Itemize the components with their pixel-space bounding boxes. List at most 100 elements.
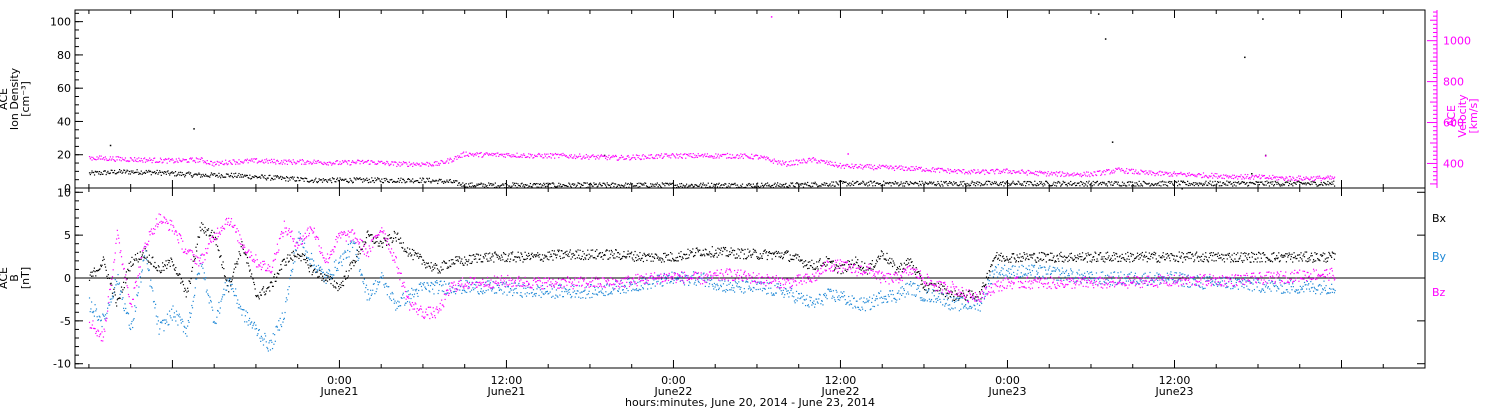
velocity-point — [760, 155, 761, 156]
ion-density-point — [922, 183, 923, 184]
b-bx-point — [843, 272, 844, 273]
ion-density-point — [513, 184, 514, 185]
velocity-point — [562, 155, 563, 156]
ion-density-point — [1155, 183, 1156, 184]
b-bx-point — [223, 268, 224, 269]
b-bx-point — [278, 274, 279, 275]
ion-density-point — [780, 183, 781, 184]
ion-density-point — [1174, 185, 1175, 186]
velocity-point — [690, 153, 691, 154]
b-bx-point — [559, 250, 560, 251]
b-bx-point — [715, 253, 716, 254]
b-bx-point — [1085, 253, 1086, 254]
ion-density-point — [739, 187, 740, 188]
ion-density-point — [774, 184, 775, 185]
velocity-point — [224, 163, 225, 164]
velocity-point — [1316, 176, 1317, 177]
b-bx-point — [1038, 260, 1039, 261]
ion-density-point — [106, 174, 107, 175]
b-bx-point — [1260, 253, 1261, 254]
velocity-outlier — [771, 16, 773, 18]
b-bx-point — [241, 246, 242, 247]
velocity-point — [537, 154, 538, 155]
ion-density-point — [111, 170, 112, 171]
velocity-point — [346, 162, 347, 163]
ion-density-point — [1057, 182, 1058, 183]
b-bx-point — [332, 285, 333, 286]
b-bx-point — [676, 260, 677, 261]
ion-density-point — [293, 178, 294, 179]
ion-density-point — [545, 186, 546, 187]
b-bx-point — [382, 247, 383, 248]
ion-density-point — [101, 172, 102, 173]
velocity-point — [1104, 170, 1105, 171]
b-bx-point — [1126, 261, 1127, 262]
ion-density-point — [107, 171, 108, 172]
velocity-point — [836, 165, 837, 166]
ion-density-point — [502, 183, 503, 184]
ion-density-point — [167, 170, 168, 171]
b-bx-point — [218, 250, 219, 251]
velocity-point — [889, 167, 890, 168]
velocity-point — [743, 158, 744, 159]
ion-density-point — [961, 184, 962, 185]
b-bx-point — [849, 261, 850, 262]
b-bx-point — [642, 255, 643, 256]
ion-density-point — [511, 186, 512, 187]
velocity-point — [847, 164, 848, 165]
b-bx-point — [435, 263, 436, 264]
ion-density-point — [477, 185, 478, 186]
b-bx-point — [1278, 252, 1279, 253]
velocity-point — [420, 165, 421, 166]
ion-density-point — [1007, 181, 1008, 182]
b-bx-point — [785, 251, 786, 252]
velocity-point — [674, 156, 675, 157]
ion-density-point — [347, 181, 348, 182]
b-bx-point — [907, 258, 908, 259]
velocity-point — [911, 166, 912, 167]
velocity-point — [483, 155, 484, 156]
velocity-point — [274, 162, 275, 163]
velocity-point — [741, 156, 742, 157]
b-bx-point — [607, 250, 608, 251]
b-bx-point — [1060, 252, 1061, 253]
ion-density-point — [1097, 181, 1098, 182]
b-bx-point — [395, 237, 396, 238]
ion-density-point — [327, 182, 328, 183]
ion-density-point — [1230, 181, 1231, 182]
ion-density-point — [719, 187, 720, 188]
velocity-point — [810, 159, 811, 160]
b-bx-point — [204, 227, 205, 228]
ion-density-point — [931, 182, 932, 183]
velocity-point — [749, 157, 750, 158]
ion-density-point — [470, 183, 471, 184]
ion-density-point — [266, 179, 267, 180]
velocity-point — [305, 164, 306, 165]
ion-density-point — [547, 186, 548, 187]
velocity-point — [264, 159, 265, 160]
velocity-point — [643, 154, 644, 155]
ion-density-point — [759, 187, 760, 188]
b-bx-point — [428, 263, 429, 264]
ion-density-point — [248, 178, 249, 179]
b-bx-point — [485, 255, 486, 256]
b-bx-point — [1042, 260, 1043, 261]
b-bx-point — [585, 258, 586, 259]
velocity-point — [344, 161, 345, 162]
velocity-point — [1179, 173, 1180, 174]
b-bx-point — [752, 254, 753, 255]
ion-density-point — [820, 186, 821, 187]
velocity-point — [148, 160, 149, 161]
ion-density-point — [512, 182, 513, 183]
velocity-point — [878, 167, 879, 168]
velocity-point — [994, 173, 995, 174]
velocity-point — [485, 154, 486, 155]
velocity-point — [1037, 171, 1038, 172]
ion-density-point — [531, 186, 532, 187]
b-bx-point — [989, 271, 990, 272]
ion-density-point — [710, 187, 711, 188]
b-bx-point — [294, 255, 295, 256]
ion-density-point — [269, 175, 270, 176]
ion-density-point — [657, 182, 658, 183]
b-bx-point — [271, 282, 272, 283]
